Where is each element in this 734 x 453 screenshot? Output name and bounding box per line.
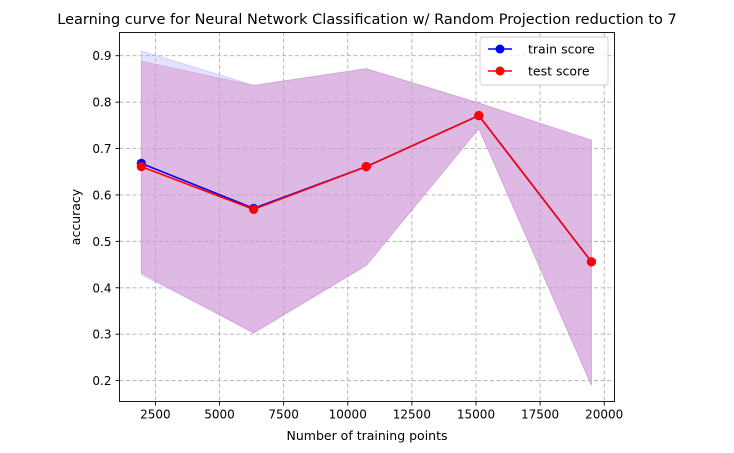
- y-tick-label: 0.9: [92, 49, 111, 63]
- y-tick-label: 0.6: [92, 188, 111, 202]
- x-tick-label: 5000: [204, 408, 235, 422]
- legend-marker-train: [495, 44, 505, 54]
- x-axis-ticks: 2500 5000 7500 10000 12500 15000 17500 20000: [140, 401, 623, 422]
- y-tick-label: 0.7: [92, 142, 111, 156]
- legend-marker-test: [495, 66, 505, 76]
- test-score-point: [474, 110, 484, 121]
- test-score-point: [586, 257, 597, 267]
- y-axis-ticks: 0.2 0.3 0.4 0.5 0.6 0.7 0.8 0.9: [92, 49, 120, 388]
- test-score-point: [249, 204, 259, 214]
- x-tick-label: 12500: [393, 408, 431, 422]
- series-points: [136, 110, 597, 267]
- y-tick-label: 0.4: [92, 281, 111, 295]
- plot-frame: [119, 32, 615, 402]
- y-tick-label: 0.3: [92, 328, 111, 342]
- x-tick-label: 15000: [457, 408, 495, 422]
- test-score-point: [136, 162, 146, 172]
- legend-label-train: train score: [528, 42, 595, 57]
- confidence-bands: [140, 50, 592, 386]
- x-tick-label: 10000: [329, 408, 367, 422]
- legend-label-test: test score: [528, 64, 590, 79]
- chart-title: Learning curve for Neural Network Classi…: [57, 12, 677, 28]
- y-tick-label: 0.8: [92, 96, 111, 110]
- x-axis-label: Number of training points: [287, 428, 448, 443]
- x-tick-label: 2500: [140, 408, 171, 422]
- y-axis-label: accuracy: [68, 188, 83, 245]
- y-tick-label: 0.5: [92, 235, 111, 249]
- test-score-band: [140, 60, 592, 386]
- x-tick-label: 20000: [585, 408, 623, 422]
- legend: train score test score: [479, 36, 609, 86]
- y-tick-label: 0.2: [92, 374, 111, 388]
- test-score-point: [361, 162, 371, 172]
- x-tick-label: 17500: [521, 408, 559, 422]
- x-tick-label: 7500: [268, 408, 299, 422]
